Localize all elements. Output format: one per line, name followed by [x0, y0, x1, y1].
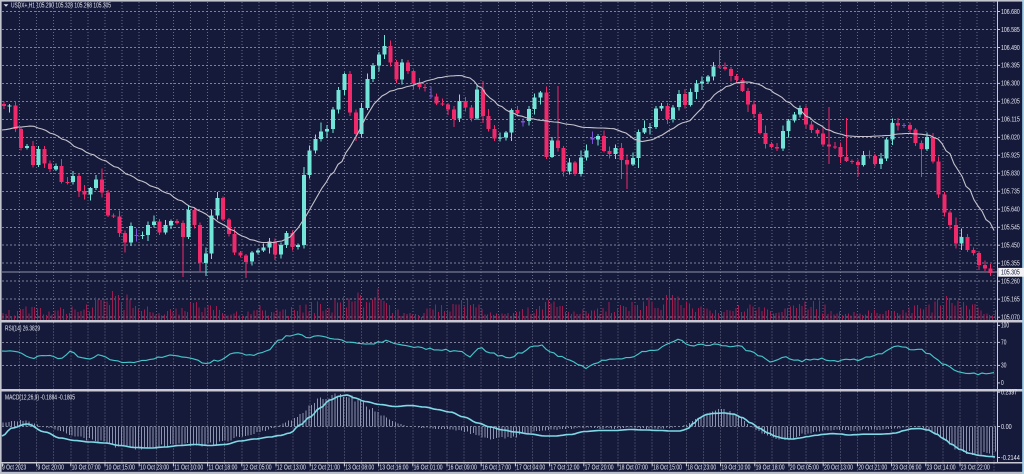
svg-text:19 Oct 10:00: 19 Oct 10:00 [721, 464, 750, 471]
svg-text:105.640: 105.640 [1001, 207, 1020, 214]
svg-text:11 Oct 18:00: 11 Oct 18:00 [208, 464, 237, 471]
svg-text:17 Oct 12:00: 17 Oct 12:00 [550, 464, 579, 471]
svg-text:12 Oct 21:00: 12 Oct 21:00 [311, 464, 340, 471]
svg-text:100: 100 [1001, 323, 1009, 330]
svg-text:9 Oct 20:00: 9 Oct 20:00 [37, 464, 64, 471]
svg-text:30: 30 [1001, 363, 1006, 370]
svg-text:105.830: 105.830 [1001, 171, 1020, 178]
svg-text:106.490: 106.490 [1001, 45, 1020, 52]
svg-text:23 Oct 14:00: 23 Oct 14:00 [927, 464, 956, 471]
svg-text:105.070: 105.070 [1001, 315, 1020, 322]
svg-text:12 Oct 13:00: 12 Oct 13:00 [277, 464, 306, 471]
svg-text:10 Oct 23:00: 10 Oct 23:00 [140, 464, 169, 471]
svg-text:105.545: 105.545 [1001, 225, 1020, 232]
svg-text:16 Oct 01:00: 16 Oct 01:00 [414, 464, 443, 471]
svg-text:23 Oct 06:00: 23 Oct 06:00 [892, 464, 921, 471]
svg-text:11 Oct 10:00: 11 Oct 10:00 [174, 464, 203, 471]
svg-text:20 Oct 21:00: 20 Oct 21:00 [858, 464, 887, 471]
svg-text:20 Oct 13:00: 20 Oct 13:00 [824, 464, 853, 471]
svg-text:106.205: 106.205 [1001, 99, 1020, 106]
svg-text:70: 70 [1001, 340, 1006, 347]
svg-text:17 Oct 20:00: 17 Oct 20:00 [585, 464, 614, 471]
svg-text:19 Oct 18:00: 19 Oct 18:00 [756, 464, 785, 471]
svg-text:MACD(12,26,9) -0.1884 -0.1805: MACD(12,26,9) -0.1884 -0.1805 [5, 394, 75, 401]
svg-text:105.305: 105.305 [1001, 270, 1020, 277]
svg-text:0.00: 0.00 [1001, 424, 1012, 431]
svg-text:13 Oct 08:00: 13 Oct 08:00 [345, 464, 374, 471]
svg-text:10 Oct 07:00: 10 Oct 07:00 [72, 464, 101, 471]
svg-text:105.735: 105.735 [1001, 189, 1020, 196]
svg-text:18 Oct 15:00: 18 Oct 15:00 [653, 464, 682, 471]
svg-text:105.260: 105.260 [1001, 279, 1020, 286]
svg-text:13 Oct 16:00: 13 Oct 16:00 [379, 464, 408, 471]
svg-text:-0.2144: -0.2144 [1001, 455, 1020, 462]
svg-text:USDX+,H1 105.290 105.328 105.2: USDX+,H1 105.290 105.328 105.268 105.305 [11, 3, 111, 10]
svg-text:16 Oct 09:00: 16 Oct 09:00 [448, 464, 477, 471]
svg-text:106.300: 106.300 [1001, 81, 1020, 88]
svg-text:18 Oct 23:00: 18 Oct 23:00 [687, 464, 716, 471]
svg-text:9 Oct 2023: 9 Oct 2023 [2, 464, 26, 471]
svg-text:0: 0 [1001, 380, 1004, 387]
svg-text:10 Oct 15:00: 10 Oct 15:00 [106, 464, 135, 471]
svg-text:12 Oct 05:00: 12 Oct 05:00 [243, 464, 272, 471]
svg-text:105.450: 105.450 [1001, 243, 1020, 250]
svg-text:16 Oct 17:00: 16 Oct 17:00 [482, 464, 511, 471]
svg-text:18 Oct 07:00: 18 Oct 07:00 [619, 464, 648, 471]
svg-text:20 Oct 05:00: 20 Oct 05:00 [790, 464, 819, 471]
svg-text:106.585: 106.585 [1001, 27, 1020, 34]
svg-text:106.395: 106.395 [1001, 63, 1020, 70]
svg-text:105.355: 105.355 [1001, 261, 1020, 268]
svg-text:106.020: 106.020 [1001, 135, 1020, 142]
svg-text:105.165: 105.165 [1001, 297, 1020, 304]
svg-text:105.925: 105.925 [1001, 153, 1020, 160]
svg-text:106.680: 106.680 [1001, 9, 1020, 16]
svg-text:23 Oct 22:00: 23 Oct 22:00 [961, 464, 990, 471]
svg-text:106.115: 106.115 [1001, 117, 1020, 124]
svg-text:0.2397: 0.2397 [1001, 390, 1017, 397]
svg-text:RSI(14) 26.3829: RSI(14) 26.3829 [5, 326, 40, 333]
svg-text:17 Oct 04:00: 17 Oct 04:00 [516, 464, 545, 471]
